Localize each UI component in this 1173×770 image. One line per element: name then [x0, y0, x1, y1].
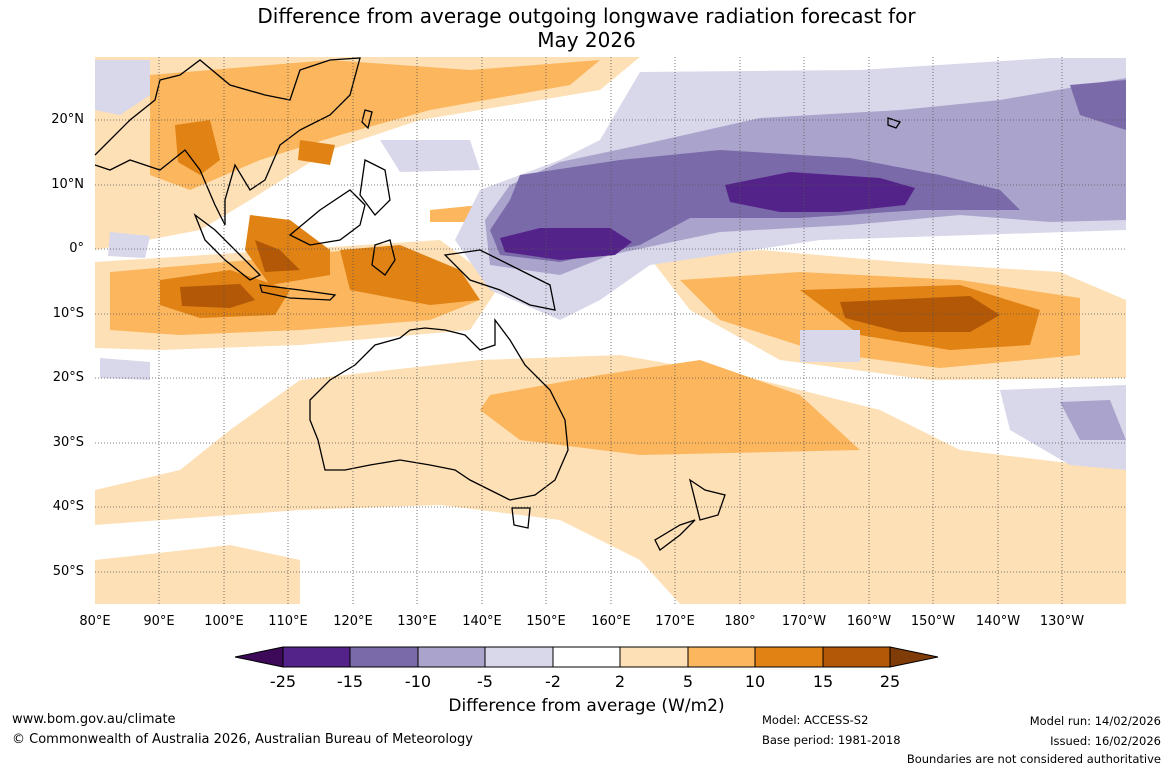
footer-copyright: © Commonwealth of Australia 2026, Austra…	[12, 732, 473, 747]
colorbar-label: -2	[545, 672, 561, 691]
lat-label: 0°	[69, 241, 84, 256]
lon-label: 110°E	[268, 614, 308, 629]
lon-label: 150°E	[526, 614, 566, 629]
sumatra-coast	[193, 213, 262, 281]
sulawesi-coast	[371, 239, 396, 276]
colorbar-segment	[282, 646, 351, 668]
colorbar-label: 10	[744, 672, 766, 691]
lon-label: 130°W	[1039, 614, 1085, 629]
lon-label: 90°E	[143, 614, 175, 629]
taiwan-coast	[361, 109, 373, 130]
lat-label: 10°S	[52, 306, 84, 321]
colorbar-title: Difference from average (W/m2)	[448, 696, 725, 716]
footer-disclaimer: Boundaries are not considered authoritat…	[906, 752, 1161, 766]
lon-label: 150°W	[910, 614, 956, 629]
australia-coast	[309, 318, 569, 501]
colorbar-segment	[484, 646, 554, 668]
colorbar-segment	[349, 646, 419, 668]
lon-label: 140°W	[975, 614, 1021, 629]
tasmania-coast	[511, 507, 531, 529]
colorbar-label: -10	[404, 672, 432, 691]
footer-model: Model: ACCESS-S2	[762, 713, 869, 727]
lat-label: 30°S	[52, 435, 84, 450]
lon-label: 170°W	[781, 614, 827, 629]
hawaii-coast	[887, 117, 902, 129]
colorbar-segment	[619, 646, 689, 668]
colorbar-segment	[822, 646, 891, 668]
map-title: Difference from average outgoing longwav…	[0, 4, 1173, 52]
footer-base-period: Base period: 1981-2018	[762, 733, 901, 747]
footer-issued: Issued: 16/02/2026	[1050, 734, 1161, 748]
lat-label: 50°S	[52, 564, 84, 579]
new-guinea-coast	[443, 249, 556, 311]
lon-label: 140°E	[462, 614, 502, 629]
lon-label: 170°E	[655, 614, 695, 629]
lat-label: 20°N	[51, 112, 84, 127]
colorbar-label: 5	[682, 672, 694, 691]
lon-label: 160°E	[591, 614, 631, 629]
lon-label: 130°E	[397, 614, 437, 629]
map-title-line2: May 2026	[537, 28, 636, 52]
lon-label: 80°E	[79, 614, 111, 629]
gridlines	[95, 57, 1126, 604]
colorbar-high-extension	[889, 646, 939, 668]
colorbar-label: -25	[269, 672, 297, 691]
colorbar-label: 25	[879, 672, 901, 691]
colorbar-label: -15	[336, 672, 364, 691]
anomaly-deep-purple	[500, 172, 915, 260]
lat-label: 40°S	[52, 499, 84, 514]
colorbar-label: -5	[477, 672, 493, 691]
colorbar-segment	[754, 646, 824, 668]
philippines-coast	[359, 159, 391, 216]
mainland-asia-coast	[94, 57, 361, 226]
colorbar-label: 15	[812, 672, 834, 691]
java-coast	[259, 284, 337, 301]
map-title-line1: Difference from average outgoing longwav…	[257, 4, 916, 28]
lat-label: 20°S	[52, 370, 84, 385]
colorbar	[234, 646, 939, 668]
colorbar-segment	[417, 646, 486, 668]
colorbar-low-extension	[234, 646, 284, 668]
footer-model-run: Model run: 14/02/2026	[1029, 714, 1161, 728]
lon-label: 180°	[724, 614, 756, 629]
lon-label: 100°E	[204, 614, 244, 629]
footer-url[interactable]: www.bom.gov.au/climate	[12, 712, 176, 727]
colorbar-label: 2	[614, 672, 626, 691]
borneo-coast	[288, 189, 366, 246]
lon-label: 120°E	[333, 614, 373, 629]
colorbar-segment	[687, 646, 756, 668]
lat-label: 10°N	[51, 177, 84, 192]
coastlines	[94, 57, 902, 551]
colorbar-segment	[552, 646, 621, 668]
lon-label: 160°W	[846, 614, 892, 629]
new-zealand-coast	[654, 478, 726, 551]
